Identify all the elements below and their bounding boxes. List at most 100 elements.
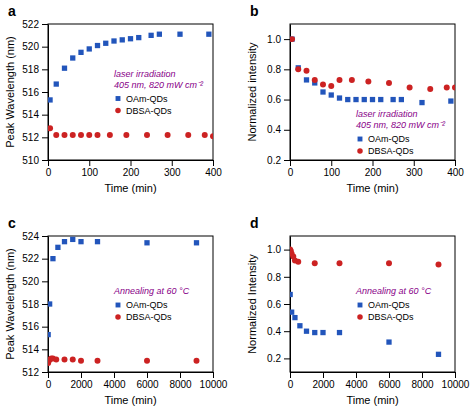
legend: OAm-QDsDBSA-QDs <box>357 134 414 156</box>
tick-mark <box>114 372 115 378</box>
point <box>365 78 371 84</box>
legend-label: DBSA-QDs <box>368 312 414 322</box>
point <box>436 262 442 268</box>
panel: 0100200300400510512514516518520522Time (… <box>4 3 222 194</box>
tick-label: 10000 <box>442 379 470 390</box>
tick: 100 <box>81 160 98 178</box>
tick-label: 0 <box>46 167 52 178</box>
tick: 514 <box>22 344 48 355</box>
legend-symbol <box>357 314 363 320</box>
tick-mark <box>455 160 456 166</box>
tick: 6000 <box>136 372 159 390</box>
point <box>304 68 310 74</box>
tick-mark <box>42 92 48 93</box>
tick: 0.2 <box>267 353 290 364</box>
tick: 0 <box>288 372 294 390</box>
tick: 400 <box>205 160 222 178</box>
point <box>123 132 129 138</box>
tick-mark <box>284 69 290 70</box>
tick: 10000 <box>200 372 228 390</box>
point <box>48 301 52 306</box>
tick-label: 514 <box>22 344 39 355</box>
point <box>144 358 150 364</box>
tick-label: 516 <box>22 321 39 332</box>
point <box>427 86 433 92</box>
tick-mark <box>48 160 49 166</box>
tick-label: 0.2 <box>267 155 281 166</box>
panel: 02000400060008000100000.20.40.60.81.0Tim… <box>246 215 470 406</box>
tick: 2000 <box>312 372 335 390</box>
x-axis-title: Time (min) <box>346 182 398 194</box>
point <box>107 132 113 138</box>
point <box>111 38 116 43</box>
tick: 4000 <box>345 372 368 390</box>
point <box>337 330 342 335</box>
x-axis-title: Time (min) <box>104 182 156 194</box>
chart-container: 0100200300400510512514516518520522Time (… <box>0 0 474 413</box>
tick-mark <box>284 331 290 332</box>
series <box>290 36 454 105</box>
tick-label: 1.0 <box>267 34 281 45</box>
annotation: 405 nm, 820 mW cm⁻² <box>114 80 204 90</box>
point <box>70 55 75 60</box>
tick-label: 2000 <box>70 379 93 390</box>
tick-mark <box>284 160 290 161</box>
legend-label: OAm-QDs <box>368 134 410 144</box>
tick: 520 <box>22 276 48 287</box>
tick-label: 524 <box>22 231 39 242</box>
point <box>144 132 150 138</box>
point <box>362 97 367 102</box>
point <box>407 84 413 90</box>
tick-label: 514 <box>22 109 39 120</box>
tick-mark <box>81 372 82 378</box>
tick: 512 <box>22 367 48 378</box>
tick-mark <box>389 372 390 378</box>
tick-mark <box>180 372 181 378</box>
tick-label: 4000 <box>345 379 368 390</box>
point <box>128 36 133 41</box>
tick-label: 0.4 <box>267 326 281 337</box>
point <box>312 260 318 266</box>
point <box>419 100 424 105</box>
point <box>62 132 68 138</box>
point <box>194 358 200 364</box>
legend: OAm-QDsDBSA-QDs <box>357 300 414 322</box>
tick-label: 512 <box>22 367 39 378</box>
point <box>78 239 83 244</box>
tick-mark <box>373 160 374 166</box>
tick-label: 0.2 <box>267 353 281 364</box>
tick-label: 516 <box>22 87 39 98</box>
tick-label: 520 <box>22 276 39 287</box>
tick-label: 4000 <box>103 379 126 390</box>
point <box>48 97 53 102</box>
point <box>292 315 297 320</box>
point <box>337 260 343 266</box>
tick-mark <box>89 160 90 166</box>
point <box>62 66 67 71</box>
point <box>304 329 309 334</box>
point <box>177 32 182 37</box>
plot-frame <box>290 24 455 160</box>
legend-symbol <box>358 137 363 142</box>
tick: 0.4 <box>267 326 290 337</box>
point <box>50 256 55 261</box>
tick: 522 <box>22 19 48 30</box>
tick-label: 512 <box>22 132 39 143</box>
x-axis: 0200040006000800010000 <box>288 372 470 390</box>
y-axis: 512514516518520522524 <box>22 231 48 378</box>
legend-symbol <box>357 148 363 154</box>
point <box>70 357 76 363</box>
point <box>53 132 59 138</box>
tick-label: 0.8 <box>267 64 281 75</box>
tick-label: 522 <box>22 253 39 264</box>
legend-symbol <box>116 96 121 101</box>
point <box>295 259 301 265</box>
point <box>312 330 317 335</box>
series <box>290 292 441 357</box>
series <box>48 32 212 103</box>
legend-symbol <box>358 303 363 308</box>
point <box>136 35 141 40</box>
annotations: laser irradiation405 nm, 820 mW cm⁻² <box>356 109 446 130</box>
point <box>48 125 53 131</box>
point <box>320 330 325 335</box>
